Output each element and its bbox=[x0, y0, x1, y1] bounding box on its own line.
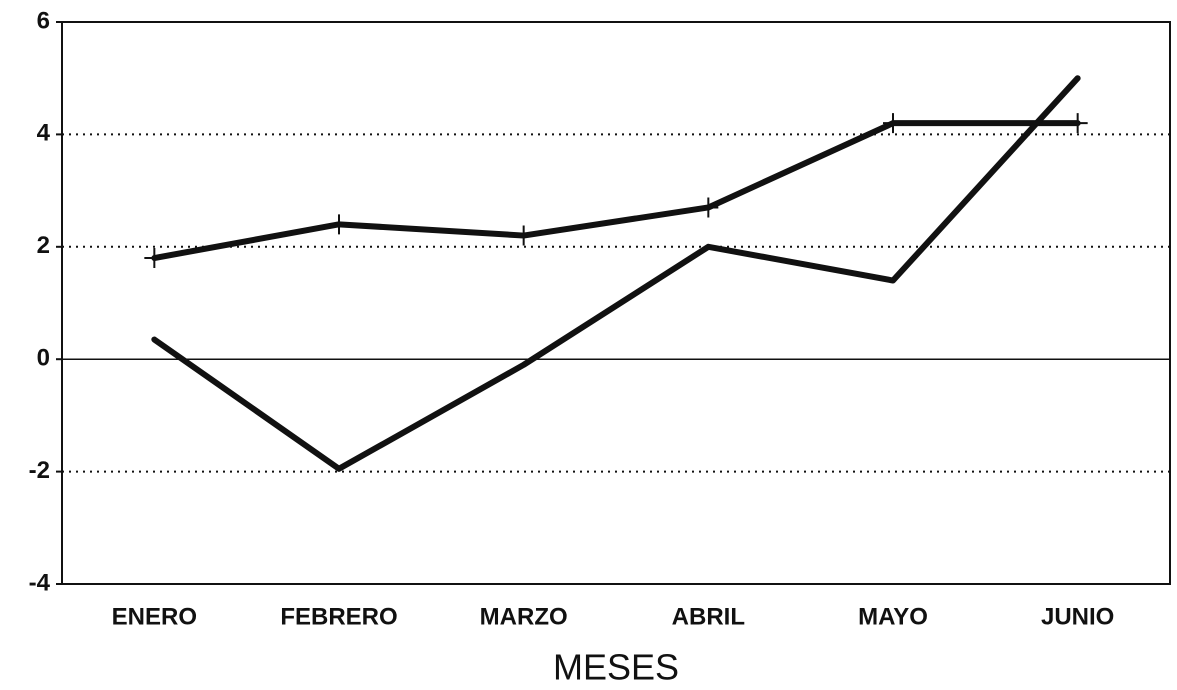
x-tick-label: MAYO bbox=[858, 603, 928, 630]
x-tick-label: JUNIO bbox=[1041, 603, 1114, 630]
y-tick-label: 0 bbox=[37, 345, 50, 372]
point-marker bbox=[698, 197, 719, 218]
point-marker bbox=[329, 214, 349, 235]
point-marker bbox=[144, 248, 165, 269]
y-tick-label: -2 bbox=[29, 457, 50, 484]
point-marker bbox=[883, 113, 903, 134]
y-tick-label: 2 bbox=[37, 232, 50, 259]
x-axis-label: MESES bbox=[553, 647, 679, 688]
x-tick-label: FEBRERO bbox=[280, 603, 397, 630]
point-marker bbox=[1067, 113, 1088, 134]
line-series bbox=[151, 120, 1081, 262]
x-tick-label: ABRIL bbox=[672, 603, 745, 630]
x-tick-label: ENERO bbox=[112, 603, 197, 630]
plot-frame bbox=[61, 21, 1171, 585]
x-tick-label: MARZO bbox=[480, 603, 568, 630]
point-marker bbox=[513, 225, 534, 246]
y-tick-label: 6 bbox=[37, 7, 50, 34]
y-tick-label: -4 bbox=[29, 569, 51, 596]
line-series bbox=[151, 75, 1081, 472]
y-tick-label: 4 bbox=[37, 120, 51, 147]
